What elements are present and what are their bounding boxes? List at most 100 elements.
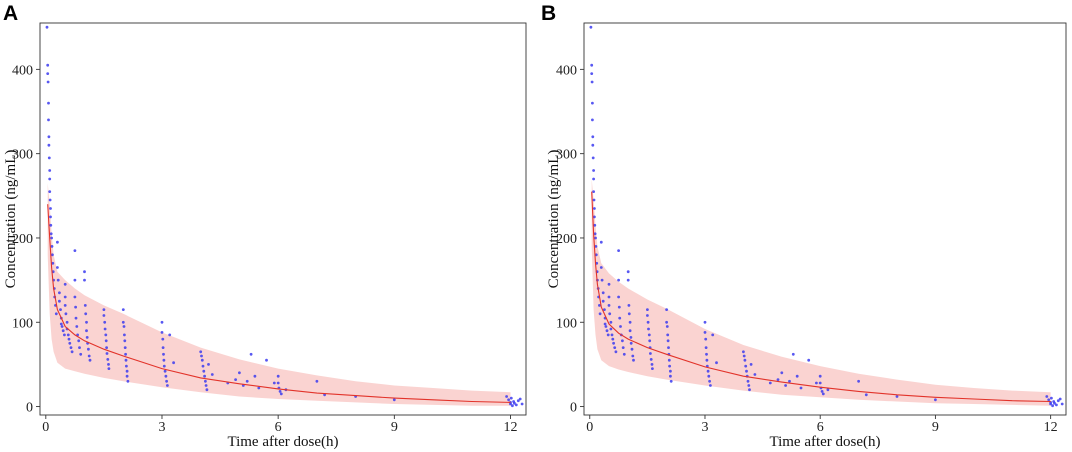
observed-point xyxy=(238,371,241,375)
observed-point xyxy=(600,278,604,282)
observed-point xyxy=(63,295,67,299)
observed-point xyxy=(392,398,396,402)
observed-point xyxy=(505,395,508,398)
y-tick-label: 100 xyxy=(12,316,33,331)
observed-point xyxy=(593,207,596,210)
observed-point xyxy=(669,379,673,383)
observed-point xyxy=(125,374,129,378)
observed-point xyxy=(46,80,50,84)
y-tick-label: 100 xyxy=(556,316,577,331)
observed-point xyxy=(276,374,280,378)
observed-point xyxy=(518,397,522,401)
observed-point xyxy=(200,354,203,358)
observed-point xyxy=(704,346,708,349)
observed-point xyxy=(799,386,803,390)
observed-point xyxy=(647,333,651,337)
observed-point xyxy=(646,320,650,324)
observed-point xyxy=(83,278,86,282)
observed-point xyxy=(592,177,595,181)
observed-point xyxy=(125,369,129,373)
chart-panel-a: A 0 3 6 9 12 0 100 200 300 400 Time after dose(h)… xyxy=(3,2,527,450)
observed-point xyxy=(272,381,276,385)
observed-point xyxy=(47,143,51,147)
observed-point xyxy=(650,363,654,366)
observed-point xyxy=(1050,396,1053,400)
observed-point xyxy=(509,402,512,406)
observed-point xyxy=(603,308,606,311)
observed-point xyxy=(603,322,607,326)
observed-point xyxy=(47,101,50,105)
observed-point xyxy=(590,72,594,75)
observed-point xyxy=(47,135,51,139)
observed-point xyxy=(669,374,672,378)
observed-point xyxy=(56,240,59,244)
observed-point xyxy=(203,374,207,378)
observed-point xyxy=(1051,404,1054,408)
x-tick-label: 9 xyxy=(391,420,398,435)
x-tick-label: 0 xyxy=(586,420,593,435)
observed-point xyxy=(706,369,710,373)
observed-point xyxy=(45,25,49,29)
observed-point xyxy=(514,403,518,407)
observed-point xyxy=(593,215,596,219)
observed-point xyxy=(78,346,81,349)
observed-point xyxy=(749,363,753,366)
observed-point xyxy=(50,245,54,248)
observed-point xyxy=(162,358,166,362)
observed-point xyxy=(107,363,110,366)
observed-point xyxy=(704,337,708,341)
x-tick-label: 3 xyxy=(158,420,165,435)
observed-point xyxy=(745,369,748,373)
observed-point xyxy=(599,266,603,269)
observed-point xyxy=(1045,395,1049,398)
observed-point xyxy=(649,352,652,355)
y-tick-label: 0 xyxy=(26,401,33,416)
observed-point xyxy=(47,156,51,160)
observed-point xyxy=(707,374,711,378)
x-tick-label: 3 xyxy=(701,420,708,435)
observed-point xyxy=(234,378,238,381)
observed-point xyxy=(621,339,624,343)
observed-point xyxy=(54,312,58,316)
median-line-b xyxy=(591,191,1051,403)
observed-point xyxy=(598,304,601,307)
observed-point xyxy=(776,378,780,381)
observed-point xyxy=(788,379,791,383)
observed-point xyxy=(79,352,83,356)
observed-point xyxy=(207,363,210,366)
observed-point xyxy=(753,373,757,376)
observed-point xyxy=(610,333,614,337)
observed-point xyxy=(63,282,67,286)
plot-frame-a xyxy=(39,22,527,416)
observed-point xyxy=(592,190,595,194)
observed-point xyxy=(48,177,52,181)
axis-ticks-a: 0 3 6 9 12 0 100 200 300 400 xyxy=(12,63,518,435)
observed-point xyxy=(56,278,60,282)
observed-point xyxy=(161,346,165,349)
observed-point xyxy=(122,325,126,328)
y-tick-label: 400 xyxy=(12,63,33,78)
observed-point xyxy=(200,358,204,362)
plot-frame-b xyxy=(583,22,1067,416)
observed-point xyxy=(934,398,937,402)
observed-point xyxy=(613,346,617,349)
observed-point xyxy=(815,381,818,385)
observed-point xyxy=(85,336,89,339)
observed-point xyxy=(165,379,169,383)
observed-point xyxy=(202,369,206,373)
observed-point xyxy=(513,401,516,405)
observed-point xyxy=(622,352,626,356)
observed-point xyxy=(49,223,53,227)
observed-point xyxy=(164,374,168,378)
observed-points-a xyxy=(45,25,524,408)
x-tick-label: 9 xyxy=(932,420,939,435)
observed-point xyxy=(60,325,64,328)
observed-point xyxy=(631,354,635,358)
observed-point xyxy=(617,278,620,282)
observed-point xyxy=(818,374,822,378)
observed-point xyxy=(590,80,594,84)
observed-point xyxy=(46,72,50,75)
observed-point xyxy=(627,312,631,316)
observed-point xyxy=(709,384,712,387)
y-tick-label: 300 xyxy=(556,148,577,163)
